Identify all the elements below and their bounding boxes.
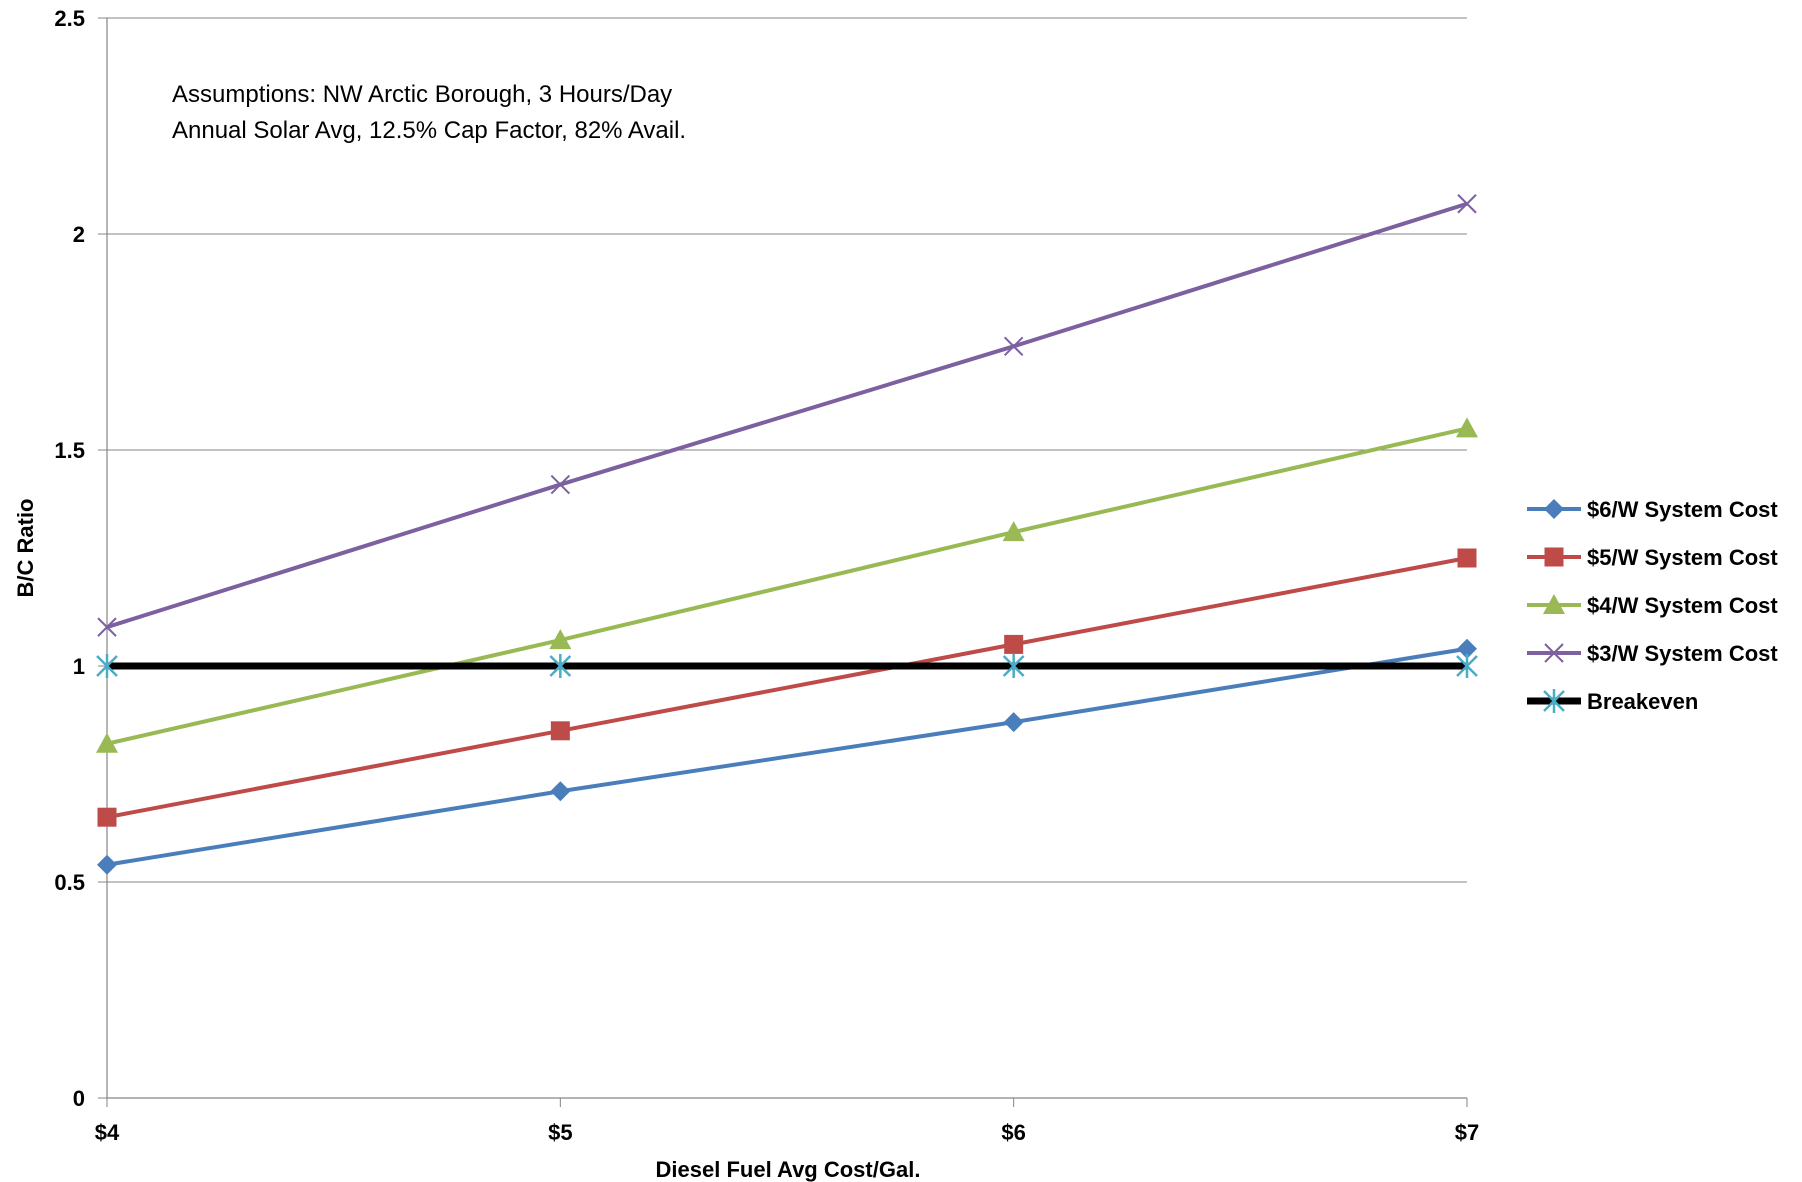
y-tick-label: 1.5 [54, 438, 85, 463]
legend-marker [1543, 594, 1565, 614]
x-axis-title: Diesel Fuel Avg Cost/Gal. [656, 1157, 921, 1182]
x-tick-label: $5 [548, 1120, 572, 1145]
data-point [1003, 712, 1024, 733]
data-point [549, 654, 572, 678]
data-point [550, 474, 571, 495]
data-point [96, 732, 118, 753]
y-tick-labels: 0 0.5 1 1.5 2 2.5 [54, 6, 85, 1111]
data-point [1456, 417, 1478, 438]
legend-label: $5/W System Cost [1587, 545, 1778, 570]
legend-marker [1544, 499, 1564, 519]
marker-stroke [97, 617, 117, 637]
y-tick-label: 1 [73, 654, 85, 679]
marker-stroke [1457, 194, 1477, 214]
data-point [97, 807, 117, 827]
data-point [1456, 654, 1478, 678]
legend-label: Breakeven [1587, 689, 1698, 714]
x-tick-labels: $4 $5 $6 $7 [95, 1120, 1479, 1145]
series-lines [106, 201, 1468, 867]
legend: $6/W System Cost $5/W System Cost $4/W Sys… [1527, 497, 1778, 714]
legend-label: $4/W System Cost [1587, 593, 1778, 618]
y-tick-label: 2 [73, 222, 85, 247]
data-point [96, 654, 118, 678]
data-point [1457, 548, 1477, 568]
x-tick-label: $4 [95, 1120, 120, 1145]
data-point [1002, 521, 1025, 542]
series-line [106, 556, 1468, 820]
note-line: Annual Solar Avg, 12.5% Cap Factor, 82% … [172, 117, 686, 144]
data-point [549, 629, 572, 650]
x-tick-label: $6 [1001, 1120, 1025, 1145]
data-point [97, 854, 117, 875]
marker-stroke [1003, 336, 1024, 357]
series-line [106, 201, 1468, 630]
data-point [550, 781, 571, 802]
marker-stroke [1544, 643, 1564, 663]
legend-label: $6/W System Cost [1587, 497, 1778, 522]
series-line [106, 646, 1468, 867]
note-line: Assumptions: NW Arctic Borough, 3 Hours/… [172, 81, 672, 108]
data-point [1003, 336, 1024, 357]
y-tick-label: 2.5 [54, 6, 85, 31]
gridlines [107, 17, 1467, 883]
data-point [97, 617, 117, 637]
legend-marker [1543, 689, 1565, 713]
x-tick-label: $7 [1455, 1120, 1479, 1145]
legend-marker [1544, 643, 1564, 663]
legend-marker [1544, 547, 1564, 567]
assumptions-note: Assumptions: NW Arctic Borough, 3 Hours/… [172, 81, 686, 144]
marker-stroke [550, 474, 571, 495]
series-line [106, 426, 1468, 746]
data-point [1457, 194, 1477, 214]
y-tick-label: 0 [73, 1086, 85, 1111]
data-point [1002, 654, 1025, 678]
y-axis-title: B/C Ratio [13, 499, 38, 598]
data-point [1004, 634, 1024, 654]
legend-label: $3/W System Cost [1587, 641, 1778, 666]
data-point [550, 721, 570, 741]
axes [98, 17, 1468, 1107]
series-markers [96, 194, 1478, 875]
y-tick-label: 0.5 [54, 870, 85, 895]
data-point [1457, 638, 1477, 659]
